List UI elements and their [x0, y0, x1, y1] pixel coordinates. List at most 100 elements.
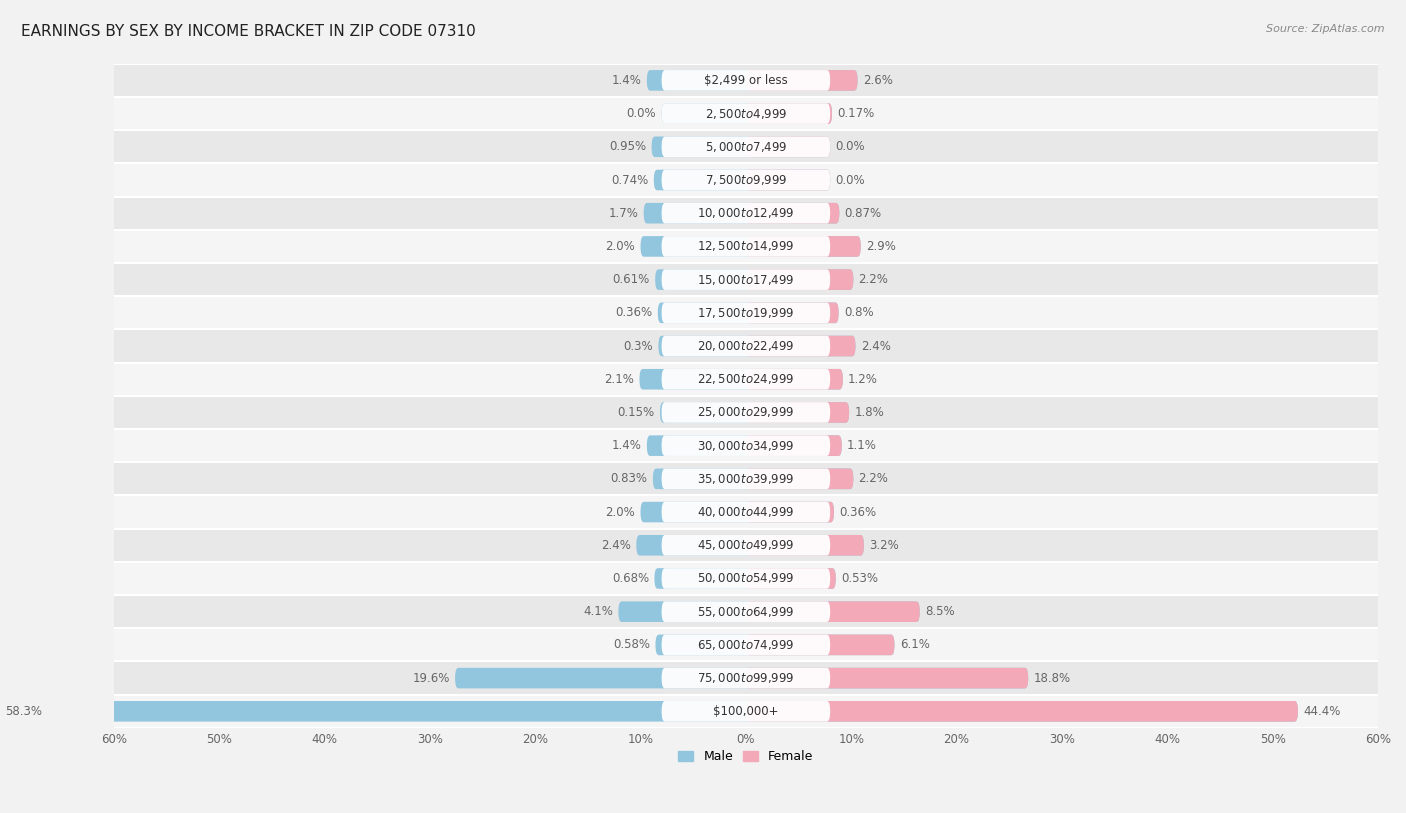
Text: 0.0%: 0.0%: [627, 107, 657, 120]
FancyBboxPatch shape: [662, 602, 830, 622]
FancyBboxPatch shape: [659, 402, 849, 423]
FancyBboxPatch shape: [745, 236, 860, 257]
FancyBboxPatch shape: [652, 468, 853, 489]
Text: 2.0%: 2.0%: [606, 506, 636, 519]
FancyBboxPatch shape: [745, 336, 855, 356]
Text: 0.87%: 0.87%: [845, 207, 882, 220]
FancyBboxPatch shape: [662, 369, 830, 389]
Text: 58.3%: 58.3%: [6, 705, 42, 718]
FancyBboxPatch shape: [641, 236, 860, 257]
Text: 1.8%: 1.8%: [855, 406, 884, 419]
Text: $45,000 to $49,999: $45,000 to $49,999: [697, 538, 794, 552]
Text: 1.1%: 1.1%: [846, 439, 877, 452]
FancyBboxPatch shape: [662, 103, 830, 124]
Text: 19.6%: 19.6%: [412, 672, 450, 685]
FancyBboxPatch shape: [662, 302, 830, 323]
FancyBboxPatch shape: [662, 402, 830, 423]
FancyBboxPatch shape: [745, 170, 830, 190]
FancyBboxPatch shape: [745, 667, 1028, 689]
FancyBboxPatch shape: [114, 628, 1378, 662]
FancyBboxPatch shape: [745, 203, 839, 224]
Text: $2,500 to $4,999: $2,500 to $4,999: [704, 107, 787, 120]
Text: 0.36%: 0.36%: [839, 506, 876, 519]
FancyBboxPatch shape: [114, 263, 1378, 296]
Text: 1.4%: 1.4%: [612, 74, 641, 87]
FancyBboxPatch shape: [619, 602, 920, 622]
FancyBboxPatch shape: [114, 296, 1378, 329]
FancyBboxPatch shape: [641, 502, 834, 523]
FancyBboxPatch shape: [114, 595, 1378, 628]
Text: 2.4%: 2.4%: [602, 539, 631, 552]
Text: 2.9%: 2.9%: [866, 240, 896, 253]
FancyBboxPatch shape: [745, 137, 830, 157]
FancyBboxPatch shape: [745, 468, 853, 489]
Text: $25,000 to $29,999: $25,000 to $29,999: [697, 406, 794, 420]
Text: 3.2%: 3.2%: [869, 539, 898, 552]
Text: 0.68%: 0.68%: [612, 572, 650, 585]
FancyBboxPatch shape: [662, 502, 830, 523]
FancyBboxPatch shape: [745, 402, 849, 423]
FancyBboxPatch shape: [114, 562, 1378, 595]
FancyBboxPatch shape: [651, 137, 830, 157]
FancyBboxPatch shape: [114, 528, 1378, 562]
FancyBboxPatch shape: [658, 336, 855, 356]
Text: 0.3%: 0.3%: [623, 340, 654, 353]
FancyBboxPatch shape: [647, 435, 842, 456]
FancyBboxPatch shape: [662, 236, 830, 257]
FancyBboxPatch shape: [745, 502, 834, 523]
FancyBboxPatch shape: [745, 701, 1298, 722]
Text: 0.0%: 0.0%: [835, 173, 865, 186]
FancyBboxPatch shape: [745, 269, 853, 290]
FancyBboxPatch shape: [114, 329, 1378, 363]
FancyBboxPatch shape: [654, 170, 830, 190]
FancyBboxPatch shape: [114, 429, 1378, 463]
Legend: Male, Female: Male, Female: [673, 746, 818, 768]
FancyBboxPatch shape: [662, 137, 830, 157]
Text: 0.74%: 0.74%: [612, 173, 648, 186]
Text: 8.5%: 8.5%: [925, 605, 955, 618]
FancyBboxPatch shape: [655, 269, 853, 290]
Text: $30,000 to $34,999: $30,000 to $34,999: [697, 439, 794, 453]
FancyBboxPatch shape: [114, 396, 1378, 429]
Text: $22,500 to $24,999: $22,500 to $24,999: [697, 372, 794, 386]
FancyBboxPatch shape: [745, 103, 832, 124]
Text: 0.58%: 0.58%: [613, 638, 650, 651]
FancyBboxPatch shape: [662, 535, 830, 555]
Text: $2,499 or less: $2,499 or less: [704, 74, 787, 87]
FancyBboxPatch shape: [662, 701, 830, 722]
FancyBboxPatch shape: [114, 662, 1378, 694]
Text: $75,000 to $99,999: $75,000 to $99,999: [697, 671, 794, 685]
Text: 0.61%: 0.61%: [613, 273, 650, 286]
Text: 1.2%: 1.2%: [848, 372, 877, 385]
Text: 18.8%: 18.8%: [1033, 672, 1070, 685]
Text: 1.7%: 1.7%: [609, 207, 638, 220]
Text: 0.15%: 0.15%: [617, 406, 655, 419]
FancyBboxPatch shape: [662, 468, 830, 489]
Text: $17,500 to $19,999: $17,500 to $19,999: [697, 306, 794, 320]
FancyBboxPatch shape: [745, 302, 838, 323]
FancyBboxPatch shape: [114, 97, 1378, 130]
Text: 2.2%: 2.2%: [859, 273, 889, 286]
Text: 44.4%: 44.4%: [1303, 705, 1340, 718]
FancyBboxPatch shape: [647, 70, 858, 91]
Text: 0.95%: 0.95%: [609, 141, 647, 154]
FancyBboxPatch shape: [662, 269, 830, 290]
FancyBboxPatch shape: [114, 230, 1378, 263]
Text: $55,000 to $64,999: $55,000 to $64,999: [697, 605, 794, 619]
Text: $5,000 to $7,499: $5,000 to $7,499: [704, 140, 787, 154]
FancyBboxPatch shape: [745, 435, 842, 456]
FancyBboxPatch shape: [114, 363, 1378, 396]
FancyBboxPatch shape: [662, 667, 830, 689]
FancyBboxPatch shape: [114, 694, 1378, 728]
FancyBboxPatch shape: [745, 568, 835, 589]
Text: $20,000 to $22,499: $20,000 to $22,499: [697, 339, 794, 353]
Text: $12,500 to $14,999: $12,500 to $14,999: [697, 239, 794, 254]
FancyBboxPatch shape: [637, 535, 863, 555]
FancyBboxPatch shape: [655, 635, 894, 655]
Text: 0.36%: 0.36%: [616, 307, 652, 320]
Text: 2.1%: 2.1%: [605, 372, 634, 385]
Text: $7,500 to $9,999: $7,500 to $9,999: [704, 173, 787, 187]
Text: $10,000 to $12,499: $10,000 to $12,499: [697, 207, 794, 220]
Text: 2.0%: 2.0%: [606, 240, 636, 253]
Text: $40,000 to $44,999: $40,000 to $44,999: [697, 505, 794, 519]
